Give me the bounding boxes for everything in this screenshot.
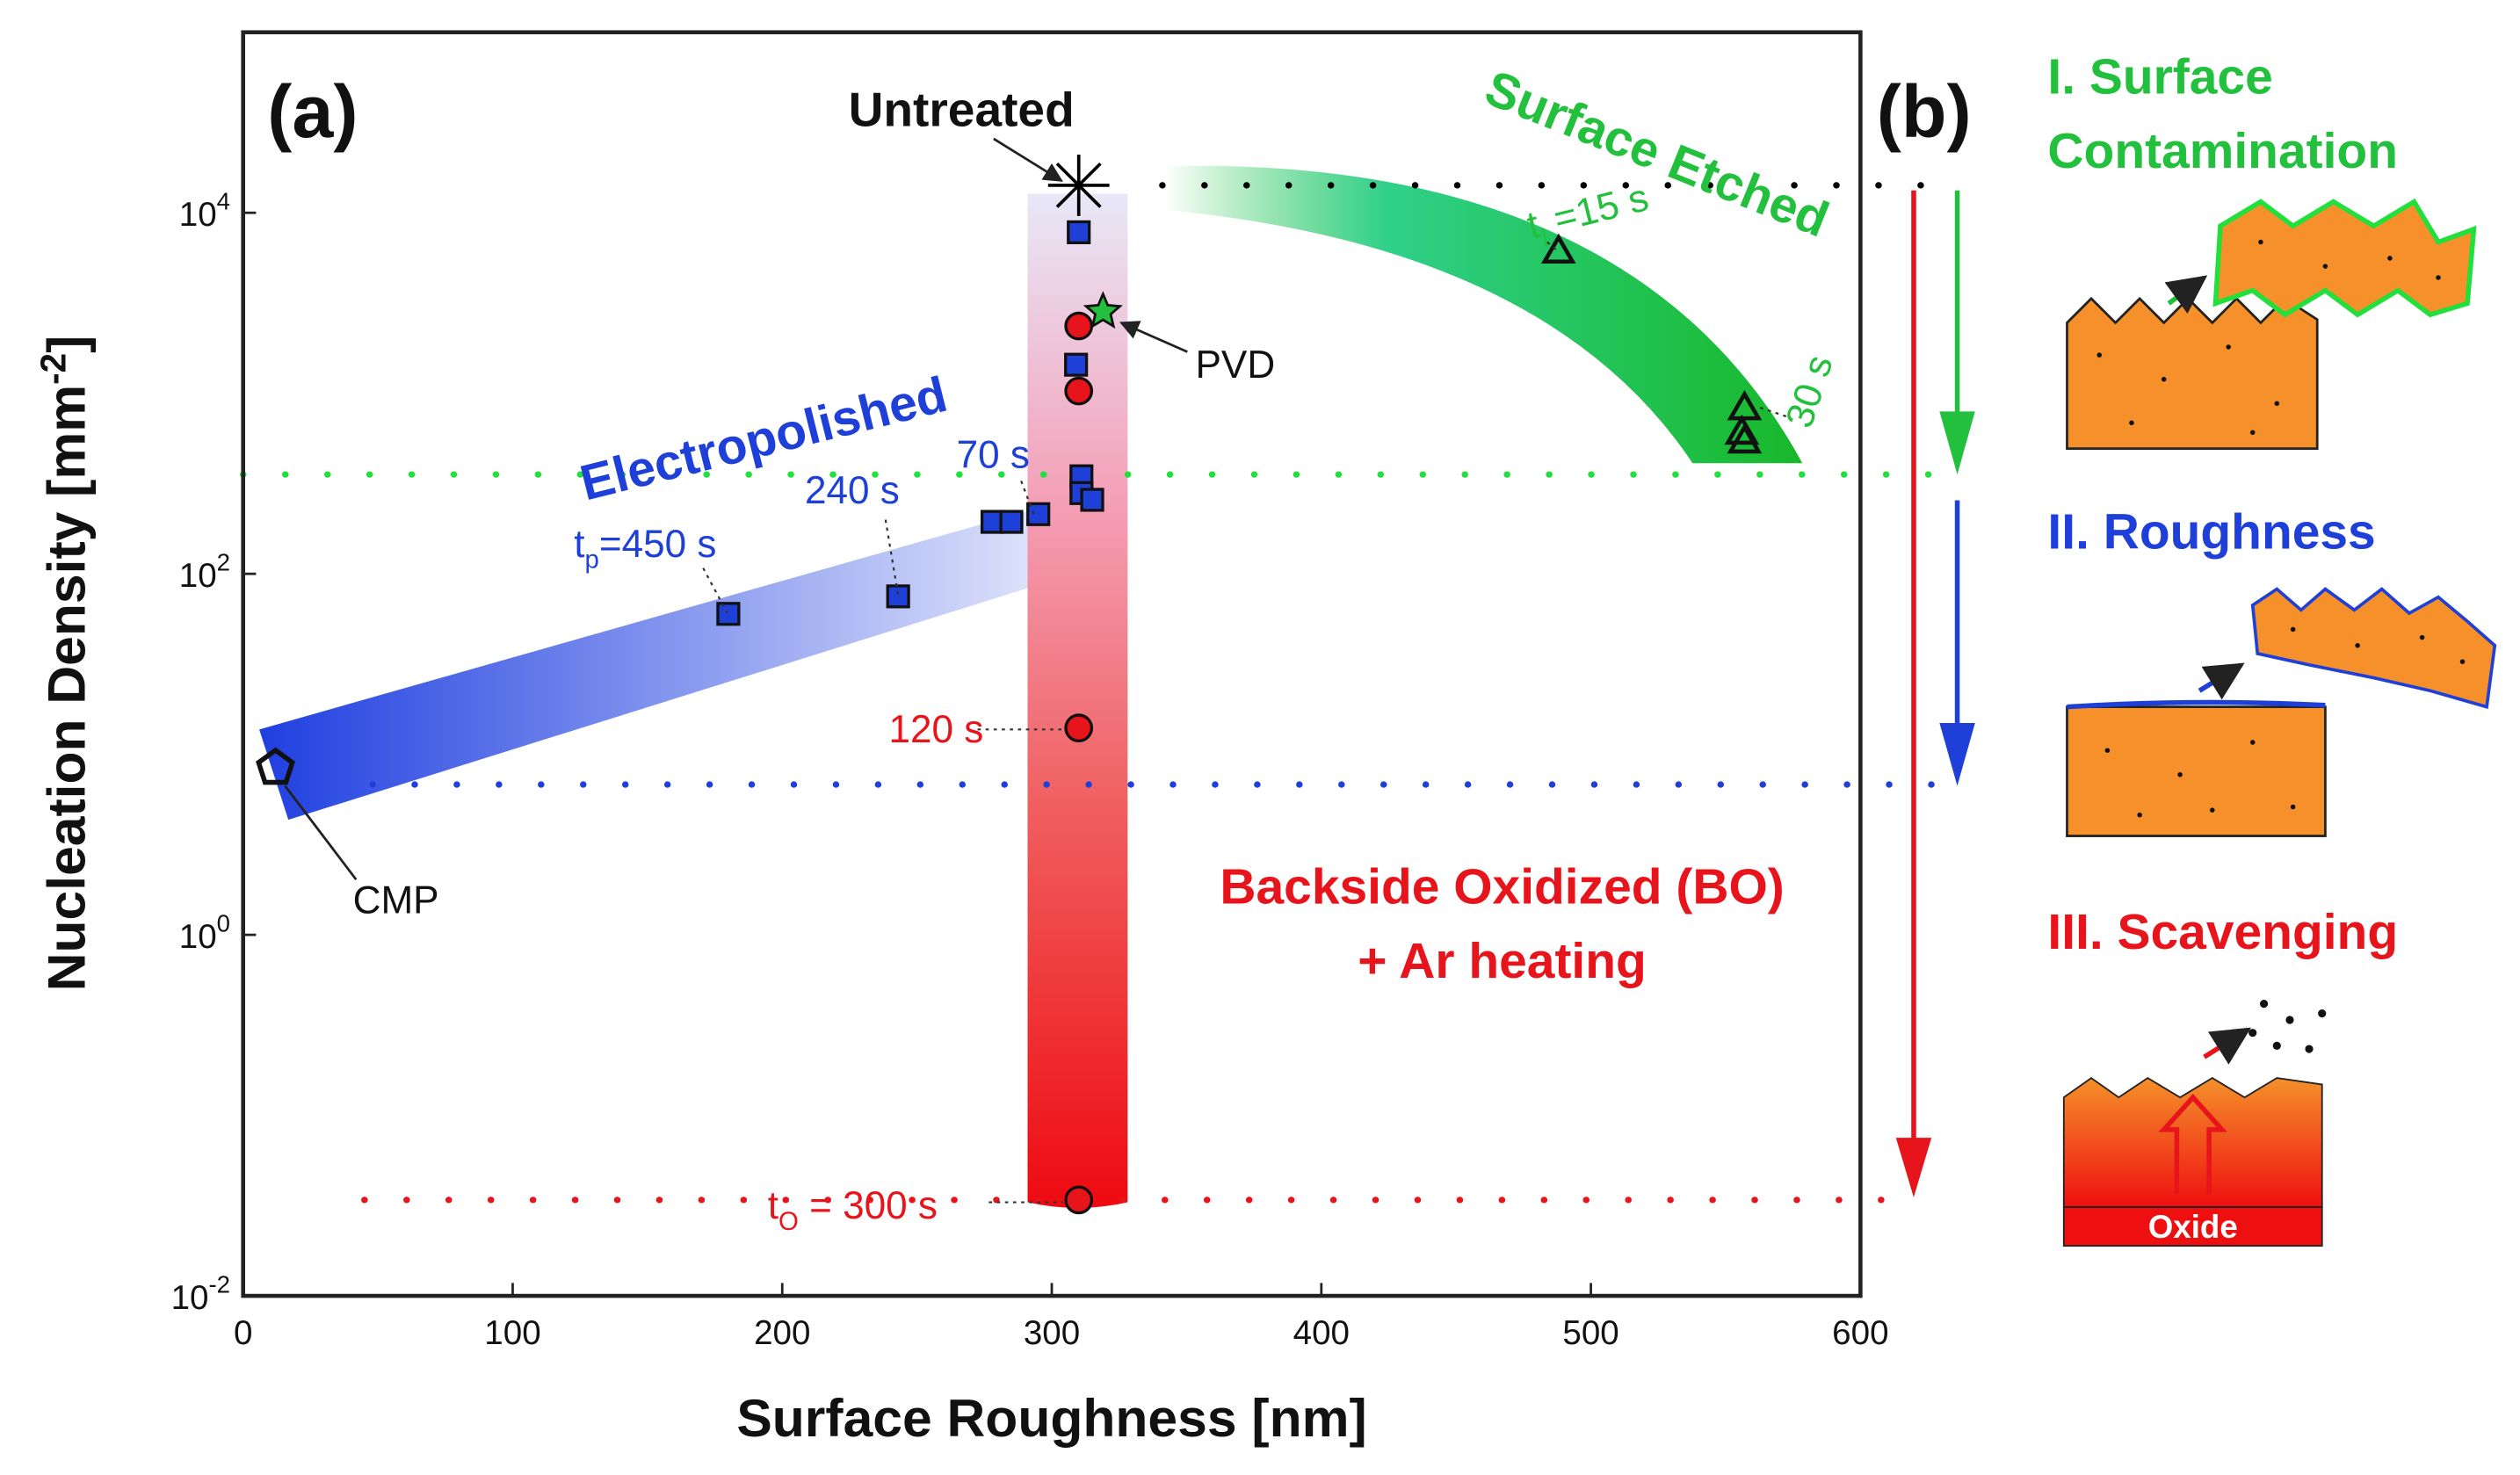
x-tick-label: 200 <box>754 1314 810 1352</box>
x-tick-label: 100 <box>484 1314 540 1352</box>
annotation-text: =15 s <box>1539 176 1653 243</box>
y-label-sup: -2 <box>33 353 74 385</box>
triangle-marker <box>1724 414 1760 445</box>
annotation-text: 120 s <box>888 708 983 751</box>
annotation: 120 s <box>888 708 983 751</box>
y-label-end: ] <box>37 336 97 353</box>
mechanism-title: Contamination <box>2047 123 2398 179</box>
plot-frame <box>241 30 1863 1298</box>
square-marker <box>886 584 910 609</box>
x-tick-label: 500 <box>1562 1314 1618 1352</box>
square-marker <box>1026 502 1051 526</box>
illustration-contamination <box>2066 198 2477 451</box>
illustration-scavenging <box>2062 1000 2327 1247</box>
oxidized-band <box>1027 193 1128 1208</box>
x-tick-label: 600 <box>1832 1314 1888 1352</box>
x-tick-label: 400 <box>1293 1314 1350 1352</box>
etched-band <box>1162 165 1803 464</box>
star-marker <box>1083 291 1123 329</box>
annotation: tO = 300 s <box>768 1184 938 1236</box>
annotation-text: 70 s <box>957 434 1030 477</box>
leader-lines <box>702 241 1787 1204</box>
point-label: CMP <box>353 879 439 922</box>
square-marker <box>1067 220 1091 244</box>
y-axis-label: Nucleation Density [mm-2] <box>33 336 97 992</box>
illustration-roughness <box>2066 587 2497 837</box>
mechanism-title: I. Surface <box>2047 49 2272 105</box>
x-axis-label: Surface Roughness [nm] <box>736 1388 1366 1448</box>
annotation: 30 s <box>1778 350 1841 432</box>
y-tick-label: 104 <box>179 188 230 234</box>
annotation: tp=450 s <box>574 523 716 575</box>
panel-label: (b) <box>1877 70 1972 153</box>
circle-marker <box>1064 376 1094 406</box>
y-tick-exponent: 4 <box>217 188 230 215</box>
square-marker <box>716 602 741 626</box>
annotation: 70 s <box>957 434 1030 477</box>
y-tick-exponent: -2 <box>209 1270 231 1298</box>
y-tick-base: 10 <box>179 918 217 956</box>
triangle-marker <box>1727 389 1763 421</box>
triangle-marker <box>1727 423 1763 454</box>
x-tick-label: 300 <box>1024 1314 1080 1352</box>
y-tick-label: 102 <box>179 549 230 595</box>
oxide-label: Oxide <box>2148 1209 2238 1245</box>
panel-b-arrows <box>1895 190 1975 1198</box>
triangle-marker <box>1540 233 1576 264</box>
asterisk-stroke <box>1055 162 1102 208</box>
pentagon-marker <box>256 747 295 785</box>
circle-marker <box>1064 713 1094 742</box>
annotation-sub: O <box>778 1207 799 1236</box>
annotation: Backside Oxidized (BO) <box>1220 859 1784 915</box>
dots <box>2096 239 2466 818</box>
electropolished-band <box>259 484 1128 821</box>
y-tick-base: 10 <box>179 196 217 234</box>
square-marker <box>999 510 1024 534</box>
annotation-sub: p <box>585 546 599 575</box>
annotation-text: 240 s <box>805 469 900 512</box>
annotation: + Ar heating <box>1358 933 1647 989</box>
x-tick-label: 0 <box>234 1314 252 1352</box>
circle-marker <box>1064 311 1094 341</box>
annotation-text: =450 s <box>599 523 717 566</box>
annotation: 240 s <box>805 469 900 512</box>
panel-label: (a) <box>267 70 358 153</box>
circle-marker <box>1064 1185 1094 1215</box>
asterisk-marker <box>1047 155 1110 216</box>
annotation-text: + Ar heating <box>1358 933 1647 989</box>
pointer-arrows <box>284 137 1188 880</box>
y-label-text: Nucleation Density [mm <box>37 385 97 991</box>
y-tick-exponent: 0 <box>217 909 230 936</box>
point-label: PVD <box>1196 343 1276 387</box>
mechanism-title: II. Roughness <box>2047 504 2375 560</box>
y-tick-base: 10 <box>171 1279 209 1317</box>
square-marker <box>1064 352 1089 377</box>
y-tick-label: 100 <box>179 909 230 955</box>
annotation-text: Backside Oxidized (BO) <box>1220 859 1784 915</box>
annotation-prefix: t <box>574 523 584 566</box>
annotation-text: 30 s <box>1778 350 1841 432</box>
square-marker <box>1080 488 1104 512</box>
y-tick-label: 10-2 <box>171 1270 230 1316</box>
mechanism-title: III. Scavenging <box>2047 904 2398 960</box>
point-label: Untreated <box>849 82 1075 136</box>
y-tick-base: 10 <box>179 557 217 595</box>
annotation-prefix: t <box>768 1184 778 1227</box>
annotation-text: = 300 s <box>799 1184 938 1227</box>
y-tick-exponent: 2 <box>217 549 230 576</box>
